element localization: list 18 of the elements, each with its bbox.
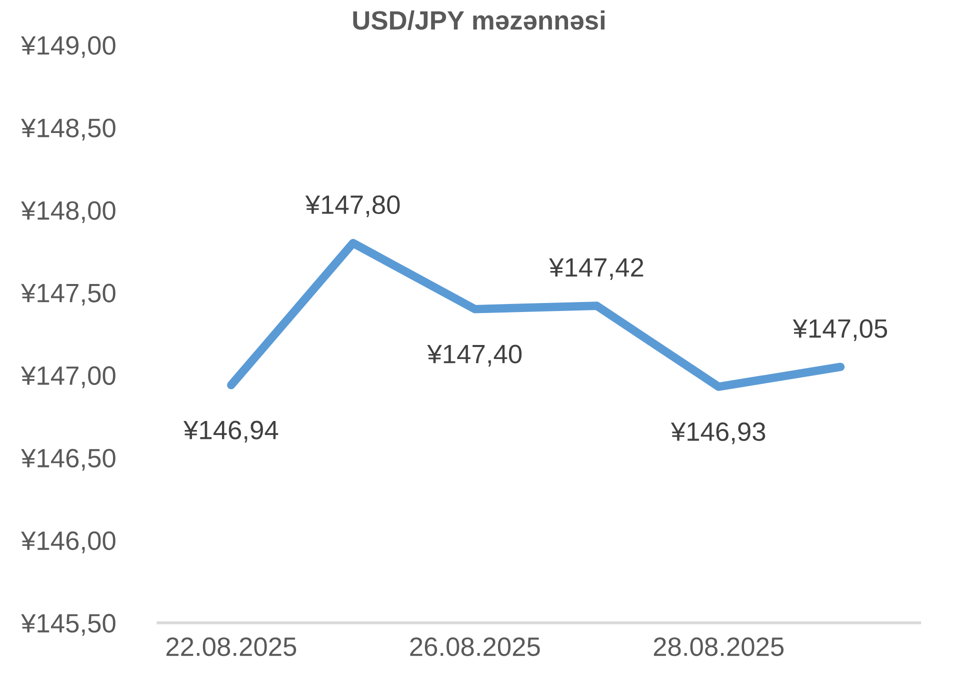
- y-tick-label: ¥147,50: [21, 284, 116, 306]
- data-label: ¥146,93: [670, 422, 766, 444]
- data-label: ¥147,42: [549, 258, 644, 280]
- y-tick-label: ¥148,00: [21, 201, 116, 224]
- data-label: ¥147,40: [427, 344, 522, 367]
- data-label: ¥147,80: [305, 195, 400, 218]
- y-tick-label: ¥147,00: [21, 366, 116, 388]
- chart-title: USD/JPY məzənnəsi: [353, 10, 604, 30]
- x-tick-label: 26.08.2025: [410, 637, 540, 656]
- data-label: ¥147,05: [792, 319, 888, 341]
- y-tick-label: ¥148,50: [21, 118, 116, 140]
- x-tick-label: 28.08.2025: [654, 637, 784, 656]
- y-tick-label: ¥146,50: [21, 448, 116, 471]
- y-tick-label: ¥145,50: [21, 614, 116, 636]
- x-tick-label: 22.08.2025: [166, 637, 296, 656]
- y-tick-label: ¥146,00: [21, 531, 116, 554]
- y-tick-label: ¥149,00: [21, 36, 116, 58]
- data-label: ¥146,94: [183, 420, 278, 442]
